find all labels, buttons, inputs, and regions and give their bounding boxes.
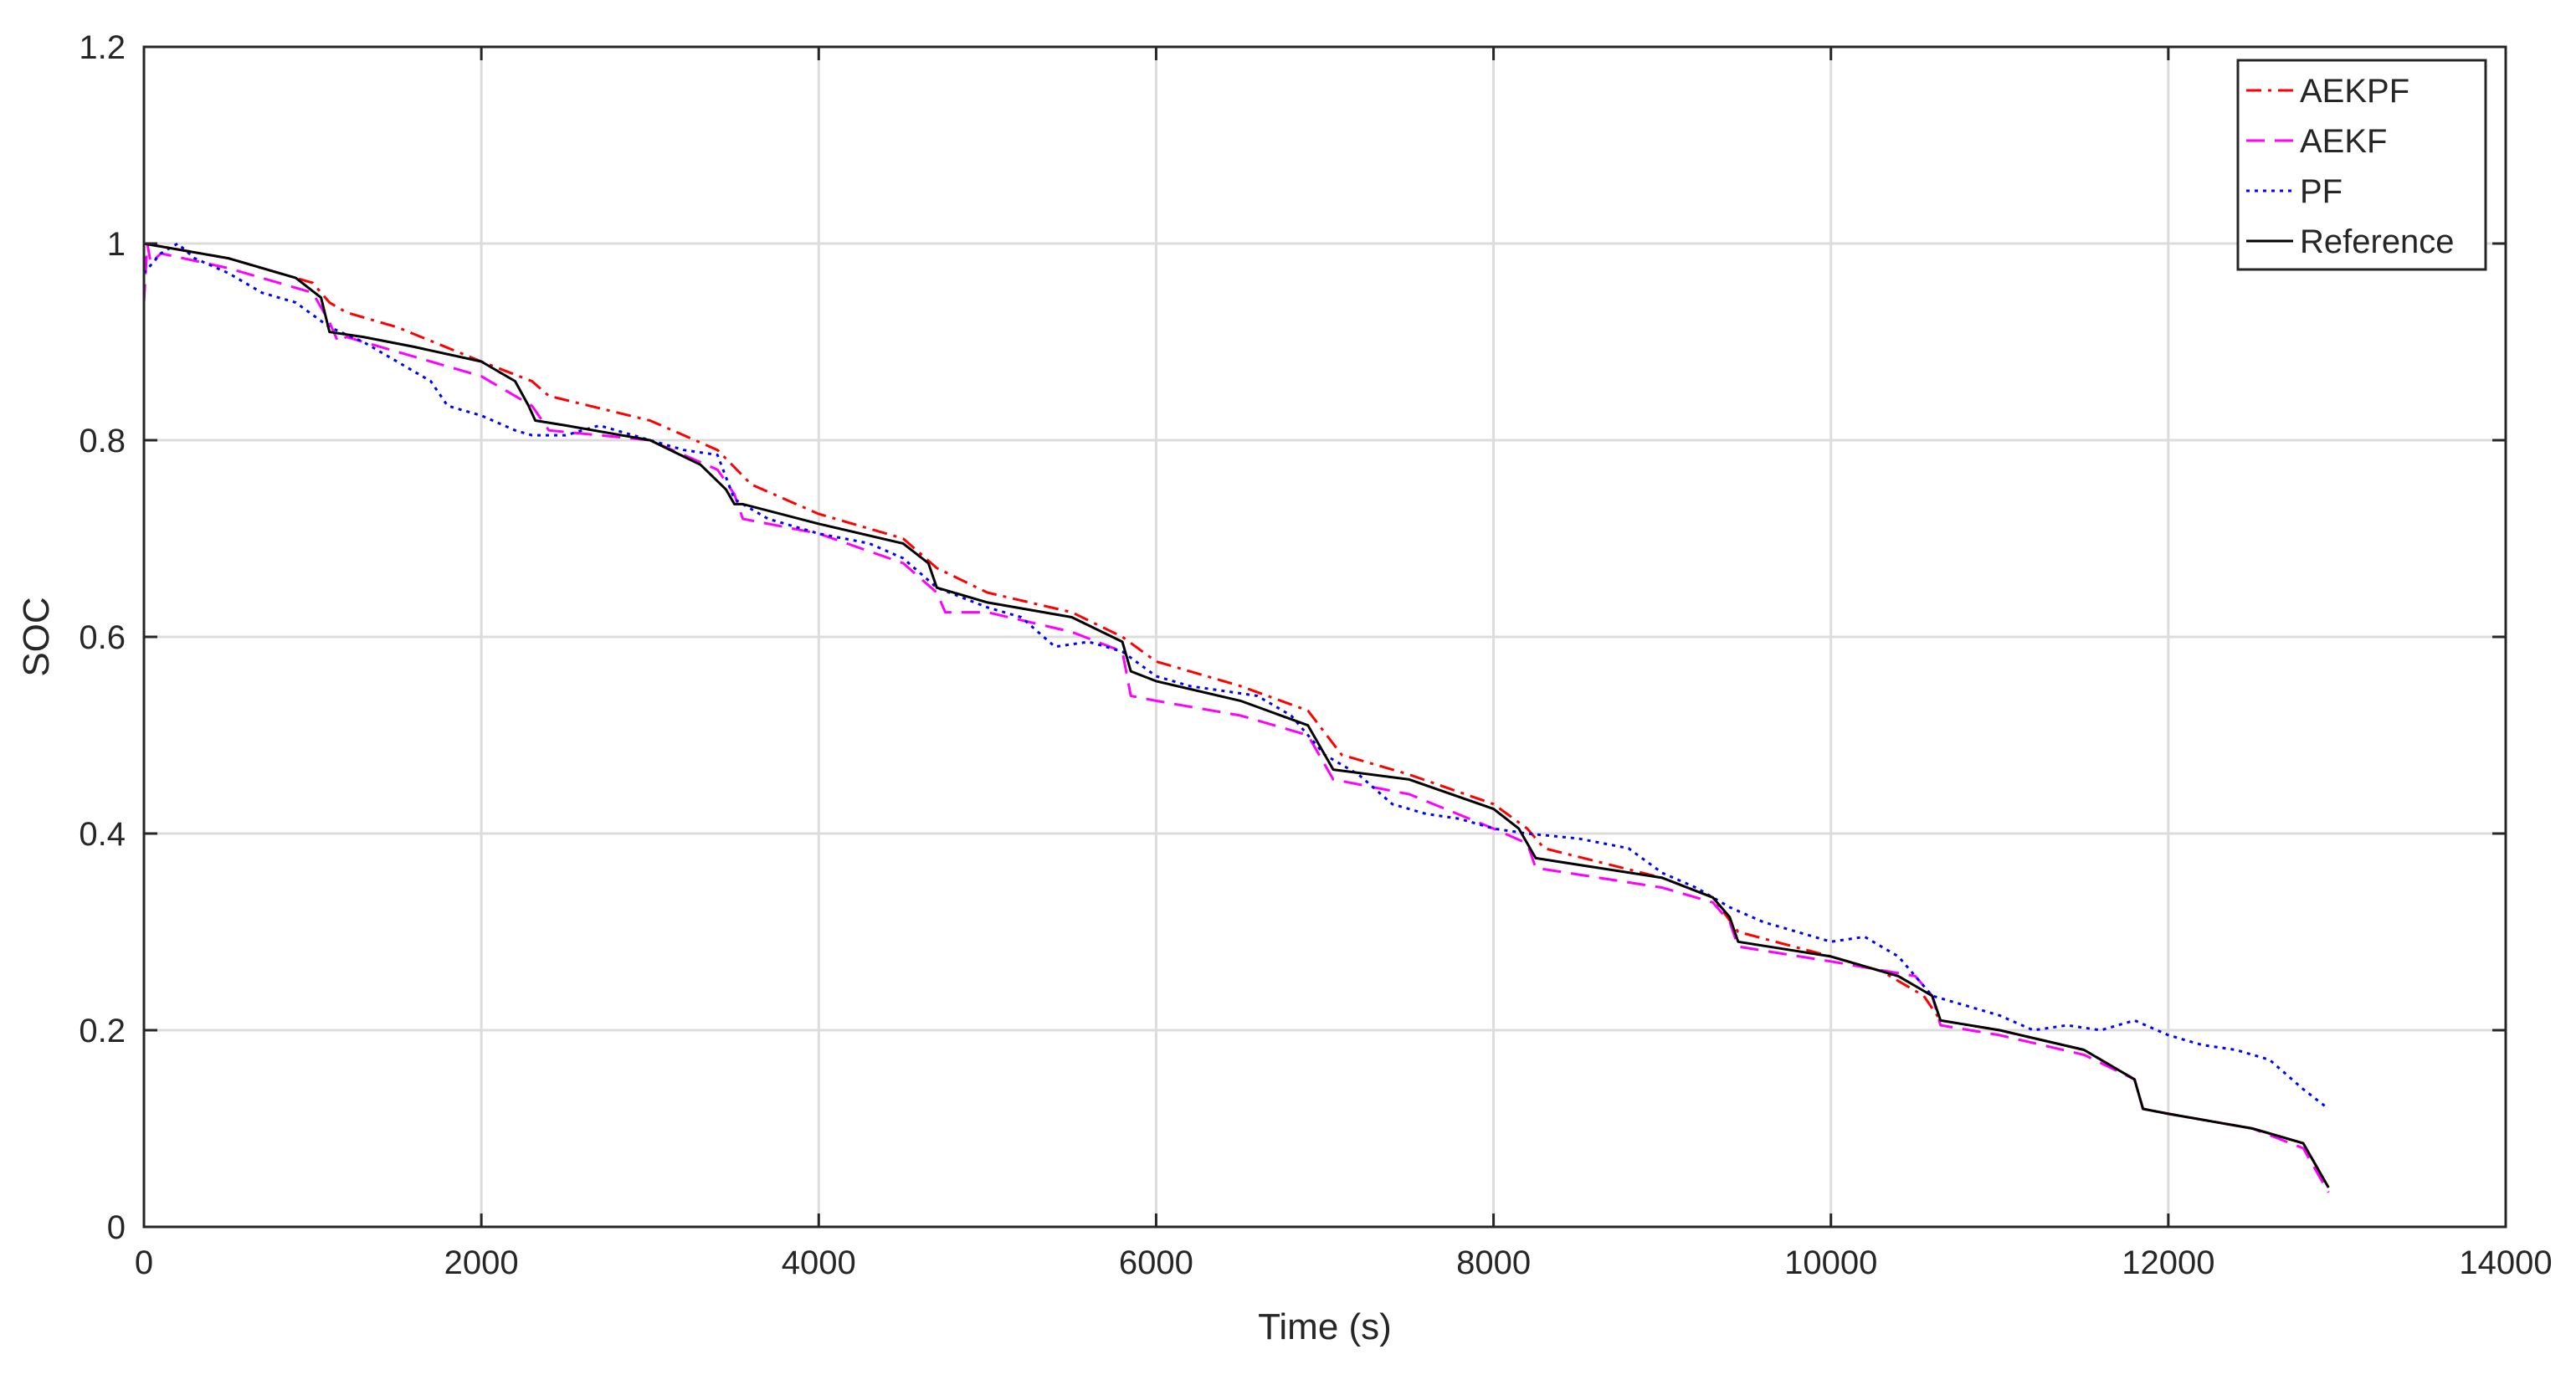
legend-label: AEKPF: [2300, 73, 2409, 110]
x-axis-label: Time (s): [1258, 1306, 1392, 1347]
x-tick-label: 2000: [444, 1244, 519, 1281]
x-tick-label: 4000: [782, 1244, 856, 1281]
legend-label: Reference: [2300, 223, 2455, 260]
y-tick-label: 0.6: [79, 619, 126, 656]
series-line-reference: [143, 242, 2330, 1188]
y-tick-label: 1: [107, 226, 126, 263]
series-line-pf: [142, 242, 2330, 1111]
x-tick-label: 10000: [1784, 1244, 1877, 1281]
series-lines: [142, 242, 2330, 1193]
y-axis-label: SOC: [16, 597, 57, 676]
y-tick-label: 0: [107, 1209, 126, 1246]
series-line-aekf: [142, 242, 2330, 1193]
x-tick-label: 14000: [2459, 1244, 2552, 1281]
x-tick-label: 8000: [1456, 1244, 1531, 1281]
y-tick-label: 0.8: [79, 423, 126, 459]
legend-label: AEKF: [2300, 123, 2387, 160]
x-tick-label: 0: [135, 1244, 153, 1281]
legend: AEKPF AEKF PF Reference: [2236, 59, 2487, 271]
axis-ticks: 0 2000 4000 6000 8000 10000 12000 14000 0 0.2 0.4 0…: [79, 29, 2552, 1281]
y-tick-label: 1.2: [79, 29, 126, 66]
legend-label: PF: [2300, 173, 2343, 210]
x-tick-label: 6000: [1119, 1244, 1193, 1281]
y-tick-label: 0.2: [79, 1013, 126, 1049]
grid: [144, 47, 2506, 1227]
legend-box: [2236, 59, 2487, 271]
y-tick-label: 0.4: [79, 816, 126, 853]
x-tick-label: 12000: [2122, 1244, 2214, 1281]
